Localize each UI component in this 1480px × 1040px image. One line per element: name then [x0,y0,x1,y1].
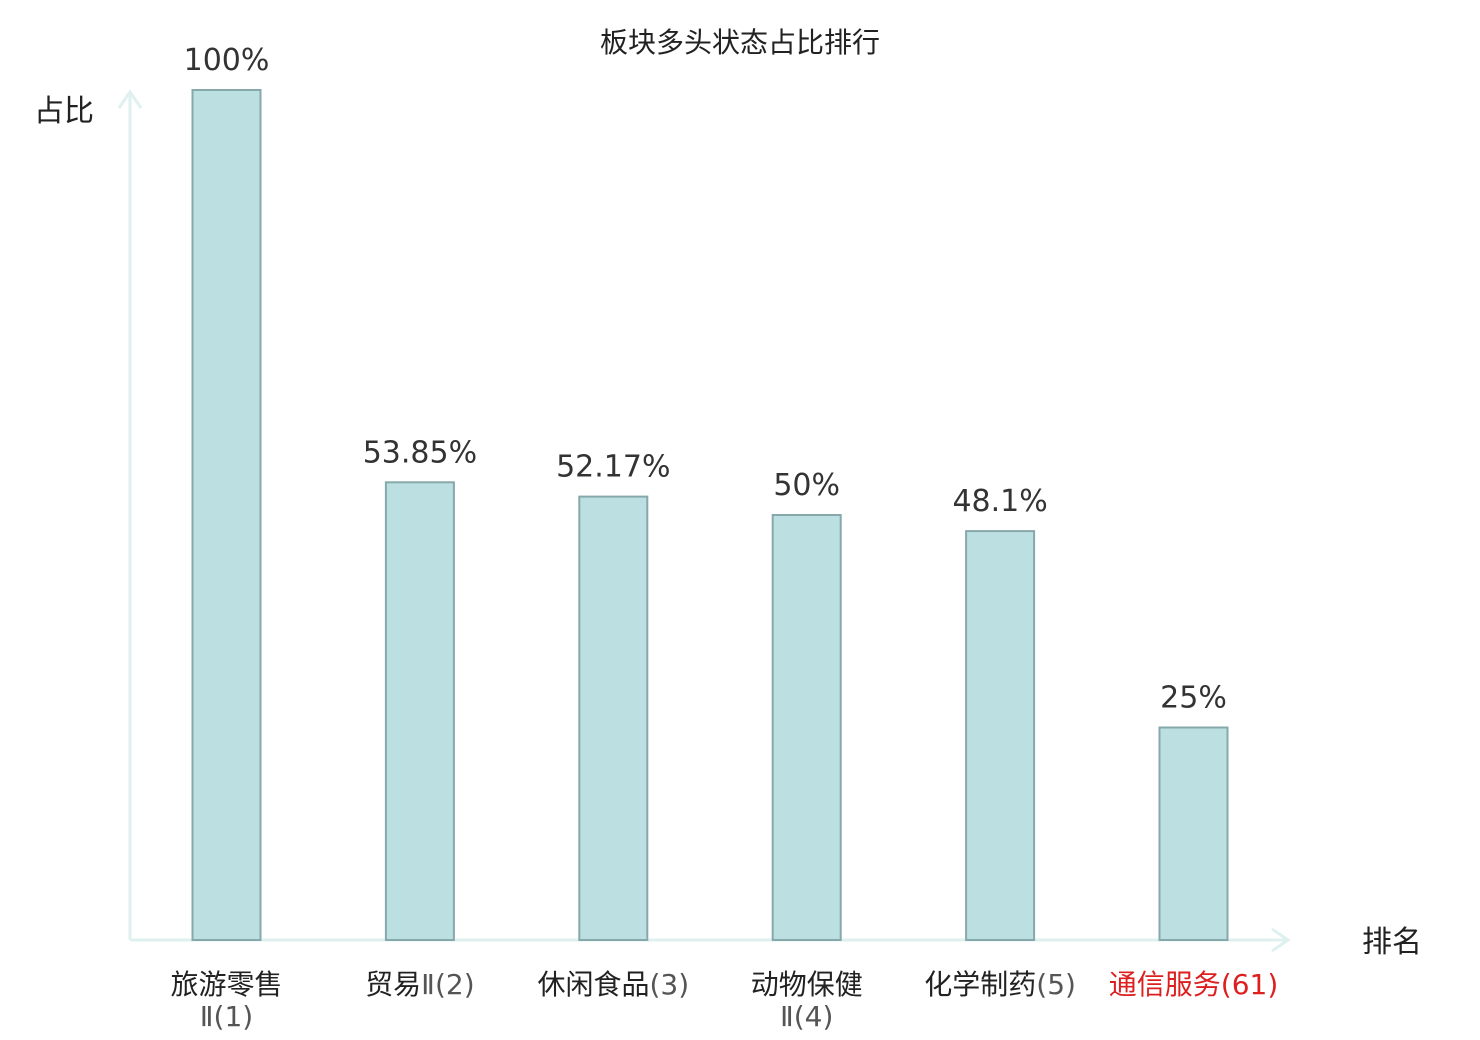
bar [1158,726,1229,941]
x-tick-label-name: 化学制药 [924,968,1036,1001]
y-axis-arrow [117,89,143,109]
bar-value-label: 25% [1160,681,1227,716]
y-axis: 占比 [34,89,143,940]
x-tick-label-suffix: (61) [1221,968,1278,1001]
x-tick-label: 贸易Ⅱ(2) [365,968,474,1001]
x-tick-label-text: 休闲食品(3) [537,968,689,1001]
bar-value-label: 48.1% [952,484,1047,519]
bar [771,514,842,941]
bar [191,89,262,941]
bar-series [191,89,1229,941]
x-tick-label: 化学制药(5) [924,968,1076,1001]
x-tick-label-name: 休闲食品 [537,968,649,1001]
bar-value-label: 53.85% [363,435,477,470]
x-tick-label: 通信服务(61) [1109,968,1279,1001]
bar [965,530,1036,941]
bar-value-label: 50% [773,468,840,503]
chart-title: 板块多头状态占比排行 [600,26,880,59]
x-tick-label-suffix: Ⅱ(2) [421,968,474,1001]
x-tick-label-suffix: Ⅱ(1) [200,1000,253,1033]
x-tick-label-name: 贸易 [365,968,421,1001]
x-tick-label-name: 旅游零售 [170,968,282,1001]
x-axis: 排名 [130,925,1422,960]
x-tick-label: 休闲食品(3) [537,968,689,1001]
x-axis-label: 排名 [1362,925,1422,960]
x-tick-label-suffix: (3) [649,968,689,1001]
bar [384,481,455,941]
x-tick-label-suffix: (5) [1036,968,1076,1001]
x-tick-label-text: 化学制药(5) [924,968,1076,1001]
x-tick-label-name: 通信服务 [1109,968,1221,1001]
bar-value-label: 100% [184,43,270,78]
bar [578,495,649,941]
x-tick-label-name: 动物保健 [751,968,863,1001]
x-tick-label-suffix: Ⅱ(4) [780,1000,833,1033]
x-axis-arrow [1271,927,1291,953]
x-tick-label-text: 通信服务(61) [1109,968,1279,1001]
value-labels: 100% 53.85% 52.17% 50% 48.1% 25% [184,43,1227,716]
y-axis-label: 占比 [34,94,94,129]
bar-value-label: 52.17% [556,450,670,485]
x-tick-label-text: 贸易Ⅱ(2) [365,968,474,1001]
